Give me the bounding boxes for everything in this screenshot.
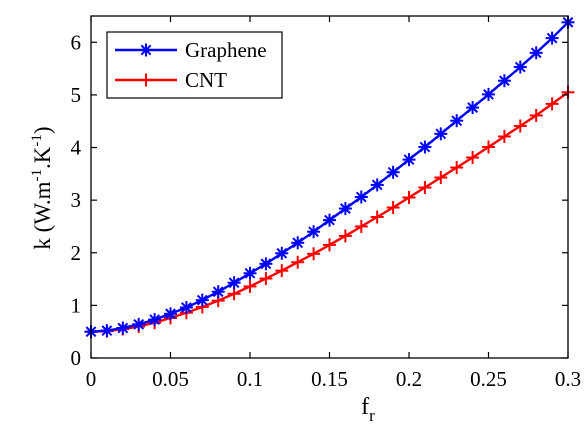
data-point-graphene <box>179 300 193 314</box>
data-point-graphene <box>291 236 305 250</box>
data-point-graphene <box>386 165 400 179</box>
legend-marker-cnt <box>139 73 153 87</box>
data-point-graphene <box>164 307 177 321</box>
data-point-cnt <box>291 255 305 269</box>
data-point-cnt <box>386 201 400 215</box>
data-point-graphene <box>243 266 257 280</box>
y-tick-label: 4 <box>71 136 82 160</box>
data-point-cnt <box>529 108 543 122</box>
data-point-cnt <box>259 272 273 286</box>
data-point-cnt <box>466 151 480 165</box>
y-tick-label: 6 <box>71 30 82 54</box>
data-point-graphene <box>259 257 273 271</box>
data-point-graphene <box>354 190 368 204</box>
x-tick-label: 0.05 <box>152 367 189 391</box>
data-point-graphene <box>513 60 527 74</box>
data-point-graphene <box>323 213 336 227</box>
data-point-graphene <box>466 101 480 115</box>
data-point-graphene <box>116 321 130 335</box>
data-point-graphene <box>227 276 241 290</box>
data-point-graphene <box>497 74 511 88</box>
axes: 0 0.05 0.1 0.15 0.2 0.25 0.3 0 1 2 3 4 5 6 <box>71 15 581 391</box>
legend-box <box>106 31 283 99</box>
data-point-cnt <box>354 219 368 233</box>
plot-area <box>84 15 575 339</box>
legend-label-cnt: CNT <box>185 68 227 92</box>
data-point-graphene <box>545 31 559 45</box>
data-point-graphene <box>450 114 464 128</box>
x-tick-label: 0.3 <box>555 367 581 391</box>
data-point-graphene <box>482 87 495 101</box>
data-point-graphene <box>132 317 146 331</box>
data-point-cnt <box>482 140 495 154</box>
data-point-cnt <box>513 119 527 133</box>
data-point-graphene <box>148 313 162 327</box>
data-point-cnt <box>243 279 257 293</box>
data-point-cnt <box>275 264 289 278</box>
data-point-cnt <box>450 161 464 175</box>
y-tick-label: 0 <box>71 346 82 370</box>
legend-marker-graphene-glyph <box>139 43 153 57</box>
data-point-cnt <box>323 238 336 252</box>
y-axis-label: k (W.m-1.K-1) <box>29 126 55 249</box>
data-point-graphene <box>338 202 352 216</box>
data-point-cnt <box>307 247 321 261</box>
data-point-graphene <box>307 225 321 239</box>
x-tick-label: 0 <box>86 367 97 391</box>
x-tick-label: 0.25 <box>470 367 507 391</box>
data-point-graphene <box>100 324 114 338</box>
data-point-graphene <box>402 153 416 167</box>
data-point-cnt <box>370 210 384 224</box>
legend-marker-graphene <box>139 43 153 57</box>
data-point-cnt <box>402 191 416 205</box>
data-point-cnt <box>434 171 448 185</box>
data-point-graphene <box>418 140 432 154</box>
y-tick-label: 5 <box>71 83 82 107</box>
series-line-cnt <box>90 91 569 333</box>
x-tick-label: 0.2 <box>396 367 422 391</box>
data-point-cnt <box>497 129 511 143</box>
data-point-graphene <box>275 246 289 260</box>
y-tick-label: 1 <box>71 293 82 317</box>
y-tick-label: 3 <box>71 188 82 212</box>
x-tick-label: 0.15 <box>311 367 348 391</box>
data-point-graphene <box>195 293 209 307</box>
legend-marker-cnt-glyph <box>139 73 153 87</box>
data-point-cnt <box>227 287 241 301</box>
x-axis-label: fr <box>361 394 375 425</box>
y-tick-label: 2 <box>71 241 82 265</box>
data-point-cnt <box>545 97 559 111</box>
data-point-cnt <box>418 181 432 195</box>
legend: Graphene CNT <box>106 31 283 99</box>
x-tick-label: 0.1 <box>237 367 263 391</box>
data-point-graphene <box>434 127 448 141</box>
data-point-graphene <box>529 46 543 60</box>
data-point-graphene <box>370 178 384 192</box>
data-point-cnt <box>338 229 352 243</box>
data-point-graphene <box>211 285 225 299</box>
legend-label-graphene: Graphene <box>185 38 267 62</box>
